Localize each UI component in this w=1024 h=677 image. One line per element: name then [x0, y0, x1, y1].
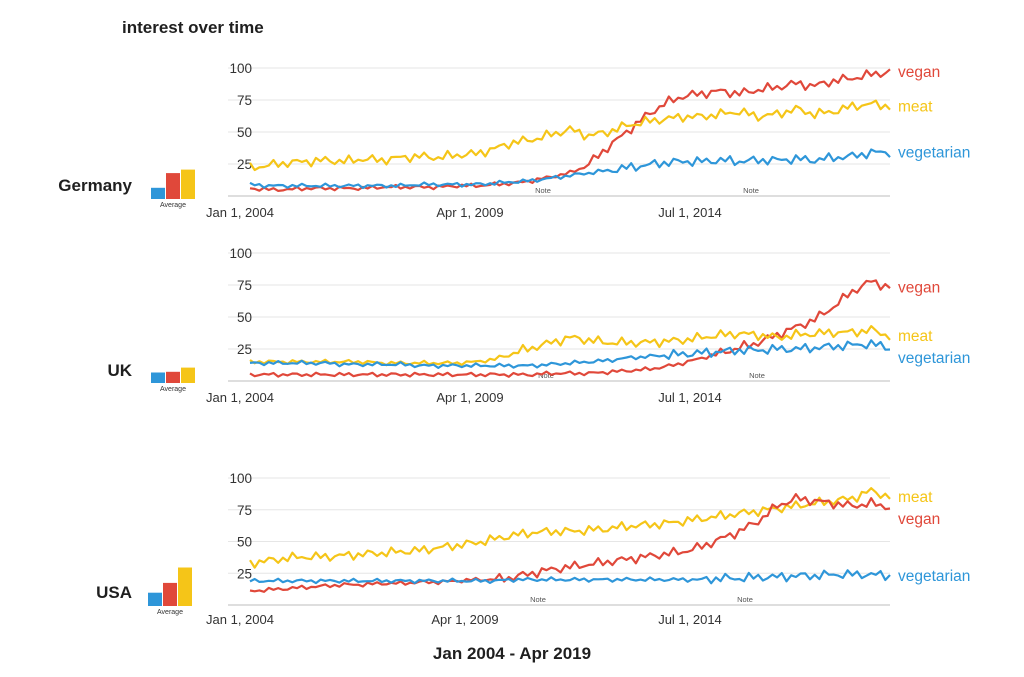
x-tick-label: Jan 1, 2004	[206, 390, 274, 405]
series-label-meat: meat	[898, 328, 933, 345]
series-line-vegetarian	[249, 339, 891, 369]
y-tick-label: 25	[237, 342, 252, 357]
chart-panel-germany: 25 50 75 100 Jan 1, 2004 Apr 1, 2009 Jul 1, 20…	[58, 61, 970, 220]
x-tick-label: Jan 1, 2004	[206, 612, 274, 627]
x-tick-label: Jul 1, 2014	[658, 612, 722, 627]
series-label-meat: meat	[898, 489, 933, 506]
average-label: Average	[160, 386, 186, 393]
average-bar-vegan	[166, 173, 180, 199]
y-tick-label: 100	[229, 246, 252, 261]
average-bar-meat	[178, 567, 192, 606]
series-label-vegetarian: vegetarian	[898, 144, 970, 161]
series-label-vegan: vegan	[898, 511, 940, 528]
x-tick-label: Apr 1, 2009	[436, 390, 503, 405]
series-line-vegetarian	[249, 148, 891, 190]
chart-panel-usa: 25 50 75 100 Jan 1, 2004 Apr 1, 2009 Jul 1, 20…	[96, 471, 970, 627]
y-tick-label: 50	[237, 310, 252, 325]
average-bar-vegetarian	[151, 372, 165, 383]
series-line-meat	[249, 99, 891, 172]
average-bars: Average	[151, 169, 195, 209]
country-label: UK	[107, 361, 132, 380]
average-bar-meat	[181, 169, 195, 199]
date-range-label: Jan 2004 - Apr 2019	[432, 644, 592, 663]
series-line-meat	[249, 487, 891, 569]
chart-panel-uk: 25 50 75 100 Jan 1, 2004 Apr 1, 2009 Jul 1, 20…	[107, 246, 970, 405]
note-marker[interactable]: Note	[737, 595, 753, 604]
average-bars: Average	[151, 367, 195, 393]
average-bar-vegetarian	[151, 187, 165, 199]
page-title: interest over time	[122, 18, 264, 37]
x-tick-label: Jan 1, 2004	[206, 205, 274, 220]
average-bars: Average	[148, 567, 192, 616]
series-label-meat: meat	[898, 98, 933, 115]
y-tick-label: 100	[229, 471, 252, 486]
y-tick-label: 25	[237, 566, 252, 581]
x-tick-label: Jul 1, 2014	[658, 205, 722, 220]
x-tick-label: Jul 1, 2014	[658, 390, 722, 405]
series-line-vegetarian	[249, 569, 891, 585]
series-label-vegetarian: vegetarian	[898, 350, 970, 367]
average-bar-vegetarian	[148, 592, 162, 606]
series-label-vegan: vegan	[898, 280, 940, 297]
series-label-vegan: vegan	[898, 64, 940, 81]
y-tick-label: 75	[237, 278, 252, 293]
note-marker[interactable]: Note	[535, 186, 551, 195]
y-tick-label: 100	[229, 61, 252, 76]
series-label-vegetarian: vegetarian	[898, 568, 970, 585]
average-label: Average	[160, 202, 186, 209]
series-line-meat	[249, 325, 891, 367]
note-marker[interactable]: Note	[538, 371, 554, 380]
x-tick-label: Apr 1, 2009	[431, 612, 498, 627]
series-line-vegan	[249, 68, 891, 192]
country-label: USA	[96, 583, 132, 602]
y-tick-label: 75	[237, 93, 252, 108]
note-marker[interactable]: Note	[530, 595, 546, 604]
series-line-vegan	[249, 279, 891, 378]
y-tick-label: 50	[237, 535, 252, 550]
average-bar-vegan	[166, 371, 180, 383]
y-tick-label: 50	[237, 125, 252, 140]
note-marker[interactable]: Note	[749, 371, 765, 380]
average-bar-vegan	[163, 582, 177, 606]
x-tick-label: Apr 1, 2009	[436, 205, 503, 220]
y-tick-label: 25	[237, 157, 252, 172]
series-line-vegan	[249, 493, 891, 593]
average-bar-meat	[181, 367, 195, 383]
average-label: Average	[157, 609, 183, 616]
country-label: Germany	[58, 176, 132, 195]
y-tick-label: 75	[237, 503, 252, 518]
note-marker[interactable]: Note	[743, 186, 759, 195]
